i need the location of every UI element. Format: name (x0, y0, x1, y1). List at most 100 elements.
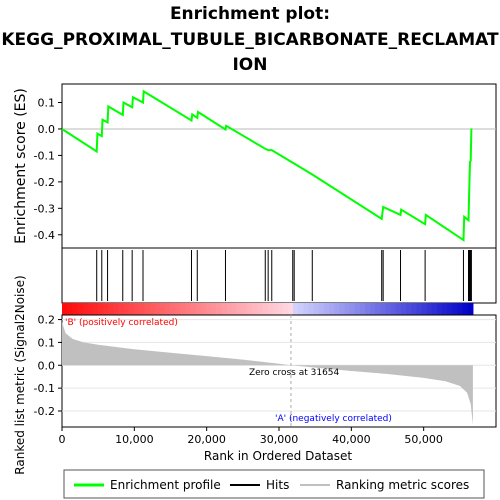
color-bar-segment (262, 303, 269, 315)
x-tick-label: 0 (59, 433, 66, 446)
color-bar-segment (133, 303, 140, 315)
color-bar-segment (293, 303, 299, 315)
color-bar-segment (164, 303, 171, 315)
legend-label: Hits (266, 478, 289, 492)
color-bar-segment (87, 303, 94, 315)
color-bar-segment (210, 303, 217, 315)
color-bar-segment (344, 303, 351, 315)
x-tick-label: 20,000 (187, 433, 226, 446)
rank-color-bar (62, 303, 474, 315)
color-bar-segment (375, 303, 382, 315)
color-bar-segment (205, 303, 212, 315)
ranked-y-tick-label: 0.1 (38, 336, 56, 349)
es-y-tick-label: 0.1 (38, 97, 56, 110)
color-bar-segment (128, 303, 135, 315)
es-y-axis-label: Enrichment score (ES) (13, 88, 29, 244)
color-bar-segment (395, 303, 402, 315)
hits-marks (96, 250, 472, 301)
color-bar-segment (380, 303, 387, 315)
color-bar-segment (108, 303, 114, 315)
color-bar-segment (400, 303, 407, 315)
color-bar-segment (231, 303, 238, 315)
es-panel-frame (61, 83, 497, 249)
color-bar-segment (103, 303, 109, 315)
ranked-y-ticks: 0.2 0.1 0.0 -0.1 -0.2 (34, 314, 62, 418)
negative-label: 'A' (negatively correlated) (275, 414, 392, 424)
color-bar-segment (144, 303, 150, 315)
chart-title-line2: KEGG_PROXIMAL_TUBULE_BICARBONATE_RECLAMA… (1, 30, 499, 50)
chart-title-line1: Enrichment plot: (170, 4, 330, 24)
legend-box (63, 469, 485, 499)
legend: Enrichment profile Hits Ranking metric sco… (63, 469, 485, 499)
color-bar-segment (272, 303, 279, 315)
color-bar-segment (267, 303, 274, 315)
color-bar-segment (185, 303, 191, 315)
color-bar-segment (113, 303, 120, 315)
color-bar-segment (436, 303, 443, 315)
color-bar-segment (406, 303, 412, 315)
color-bar-segment (246, 303, 253, 315)
color-bar-segment (118, 303, 125, 315)
color-bar-segment (159, 303, 166, 315)
color-bar-segment (282, 303, 289, 315)
color-bar-segment (323, 303, 330, 315)
color-bar-segment (67, 303, 73, 315)
es-y-ticks: 0.1 0.0 -0.1 -0.2 -0.3 -0.4 (34, 97, 62, 242)
ranking-metric-area (62, 321, 473, 425)
color-bar-segment (77, 303, 84, 315)
color-bar-segment (452, 303, 459, 315)
color-bar-segment (303, 303, 310, 315)
hits-panel-frame (61, 247, 497, 304)
color-bar-segment (467, 303, 474, 315)
legend-label: Enrichment profile (110, 478, 221, 492)
color-bar-segment (329, 303, 335, 315)
ranked-y-tick-label: 0.0 (38, 359, 56, 372)
es-y-tick-label: 0.0 (38, 123, 56, 136)
color-bar-segment (442, 303, 448, 315)
ranked-y-tick-label: -0.2 (34, 405, 55, 418)
color-bar-segment (139, 303, 145, 315)
color-bar-segment (457, 303, 464, 315)
es-y-tick-label: -0.2 (34, 176, 55, 189)
color-bar-segment (241, 303, 248, 315)
x-tick-label: 30,000 (260, 433, 299, 446)
color-bar-segment (339, 303, 346, 315)
color-bar-segment (82, 303, 89, 315)
color-bar-segment (226, 303, 233, 315)
ranked-y-tick-label: -0.1 (34, 382, 55, 395)
color-bar-segment (169, 303, 176, 315)
color-bar-segment (216, 303, 222, 315)
color-bar-segment (174, 303, 181, 315)
color-bar-segment (123, 303, 130, 315)
color-bar-segment (236, 303, 243, 315)
color-bar-segment (72, 303, 79, 315)
zero-cross-label: Zero cross at 31654 (249, 368, 340, 378)
positive-label: 'B' (positively correlated) (65, 318, 178, 328)
color-bar-segment (257, 303, 263, 315)
es-y-tick-label: -0.1 (34, 149, 55, 162)
color-bar-segment (421, 303, 428, 315)
color-bar-segment (277, 303, 284, 315)
color-bar-segment (390, 303, 397, 315)
color-bar-segment (287, 303, 294, 315)
ranked-y-axis-label: Ranked list metric (Signal2Noise) (13, 275, 27, 474)
color-bar-segment (62, 303, 68, 315)
color-bar-segment (149, 303, 156, 315)
color-bar-segment (365, 303, 371, 315)
color-bar-segment (431, 303, 438, 315)
es-y-tick-label: -0.3 (34, 202, 55, 215)
color-bar-segment (200, 303, 207, 315)
chart-title-line3: ION (232, 55, 267, 75)
legend-label: Ranking metric scores (336, 478, 469, 492)
color-bar-segment (195, 303, 202, 315)
x-axis-ticks: 0 10,000 20,000 30,000 40,000 50,000 (59, 427, 443, 446)
enrichment-profile-line (61, 89, 473, 242)
color-bar-segment (252, 303, 258, 315)
color-bar-segment (308, 303, 315, 315)
x-axis-label: Rank in Ordered Dataset (204, 449, 352, 463)
color-bar-segment (354, 303, 361, 315)
color-bar-segment (462, 303, 469, 315)
color-bar-segment (190, 303, 197, 315)
color-bar-segment (334, 303, 340, 315)
